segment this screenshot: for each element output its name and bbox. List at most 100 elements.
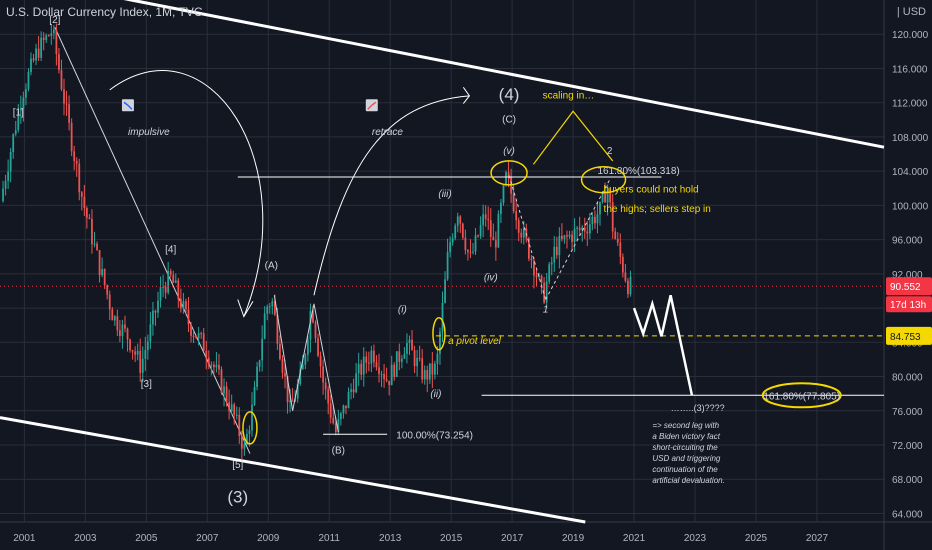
x-tick-label: 2011 — [318, 533, 340, 544]
y-tick-label: 96.000 — [892, 236, 923, 247]
candle-body — [187, 309, 190, 325]
candle-body — [451, 238, 454, 243]
candle-body — [403, 353, 406, 359]
retrace-label: retrace — [372, 127, 404, 138]
candle-body — [571, 234, 573, 242]
candle-body — [4, 180, 7, 189]
candle-body — [190, 324, 192, 336]
candle-body — [433, 363, 436, 375]
candle-body — [500, 202, 502, 214]
candle-body — [27, 72, 30, 90]
candle-body — [494, 240, 497, 248]
candle-body — [561, 235, 563, 239]
price-axis-panel — [884, 0, 932, 550]
candle-body — [291, 400, 294, 402]
y-tick-label: 76.000 — [892, 407, 923, 418]
candle-body — [263, 313, 266, 339]
fib-label-target: 161.80%(77.805) — [763, 391, 840, 402]
candle-body — [362, 356, 365, 375]
candle-body — [2, 188, 4, 202]
unit-marker: | — [896, 6, 900, 18]
candle-body — [68, 104, 70, 123]
candle-body — [261, 338, 264, 361]
candle-body — [611, 202, 614, 232]
candle-body — [553, 246, 556, 263]
candle-body — [522, 228, 525, 238]
candle-body — [256, 366, 258, 387]
y-tick-label: 72.000 — [892, 441, 923, 452]
candle-body — [131, 350, 134, 352]
candle-body — [182, 301, 185, 309]
candle-body — [258, 360, 261, 367]
candle-body — [58, 53, 60, 70]
x-tick-label: 2019 — [562, 533, 585, 544]
candle-body — [418, 357, 421, 359]
candle-body — [129, 339, 131, 351]
candle-body — [535, 275, 538, 278]
candle-body — [497, 213, 500, 248]
candle-body — [563, 235, 566, 239]
candle-body — [566, 235, 568, 237]
candle-body — [301, 364, 304, 370]
candle-body — [91, 218, 93, 245]
candle-body — [474, 235, 477, 252]
candle-body — [558, 235, 561, 256]
last-price-tag — [886, 277, 932, 296]
candle-body — [159, 287, 162, 301]
candle-body — [406, 342, 408, 354]
corrective-line-c — [313, 303, 339, 433]
wave-label-ii: (ii) — [430, 389, 441, 400]
x-tick-label: 2015 — [440, 533, 463, 544]
wave-label-target: ……..(3)???? — [671, 403, 725, 413]
corrective-line-b — [292, 303, 315, 411]
candle-body — [517, 220, 520, 233]
candle-body — [205, 350, 208, 358]
note-line: continuation of the — [652, 465, 718, 474]
candle-body — [50, 33, 53, 36]
candle-body — [540, 275, 543, 283]
candle-body — [299, 369, 302, 385]
candle-body — [126, 328, 129, 340]
candle-body — [441, 302, 444, 332]
countdown-label: 17d 13h — [890, 300, 926, 311]
candle-body — [395, 351, 398, 377]
candle-body — [289, 400, 291, 403]
candle-body — [116, 316, 119, 331]
x-tick-label: 2017 — [501, 533, 524, 544]
candle-body — [388, 380, 391, 386]
candle-body — [235, 414, 238, 416]
candle-body — [218, 364, 220, 370]
candle-body — [212, 364, 215, 368]
candle-body — [271, 301, 274, 307]
unit-label: USD — [902, 6, 926, 18]
candle-body — [456, 216, 459, 226]
candle-body — [459, 216, 462, 224]
candle-body — [606, 188, 609, 203]
candle-body — [477, 235, 479, 237]
pivot-ellipse — [432, 316, 446, 351]
candle-body — [32, 58, 35, 61]
impulsive-icon-glyph — [123, 101, 133, 110]
fib-label-upper: 161.80%(103.318) — [597, 166, 679, 177]
candle-body — [172, 274, 175, 283]
candle-body — [408, 339, 411, 343]
candle-body — [9, 151, 12, 172]
candle-body — [268, 306, 271, 308]
candle-body — [210, 364, 213, 366]
candle-body — [398, 351, 401, 362]
candle-body — [576, 227, 579, 229]
wave-label-A: (A) — [265, 261, 278, 272]
candle-body — [207, 357, 210, 366]
retrace-arrow — [313, 95, 470, 296]
x-tick-label: 2025 — [745, 533, 768, 544]
candle-body — [14, 130, 17, 135]
note-line: artificial devaluation. — [652, 476, 724, 485]
y-tick-label: 100.000 — [892, 201, 929, 212]
currency-unit[interactable]: | USD — [897, 6, 926, 18]
wave-label-v: (v) — [503, 146, 515, 157]
breakout-ellipse — [242, 411, 258, 445]
candle-body — [337, 419, 340, 433]
candle-body — [220, 369, 223, 394]
